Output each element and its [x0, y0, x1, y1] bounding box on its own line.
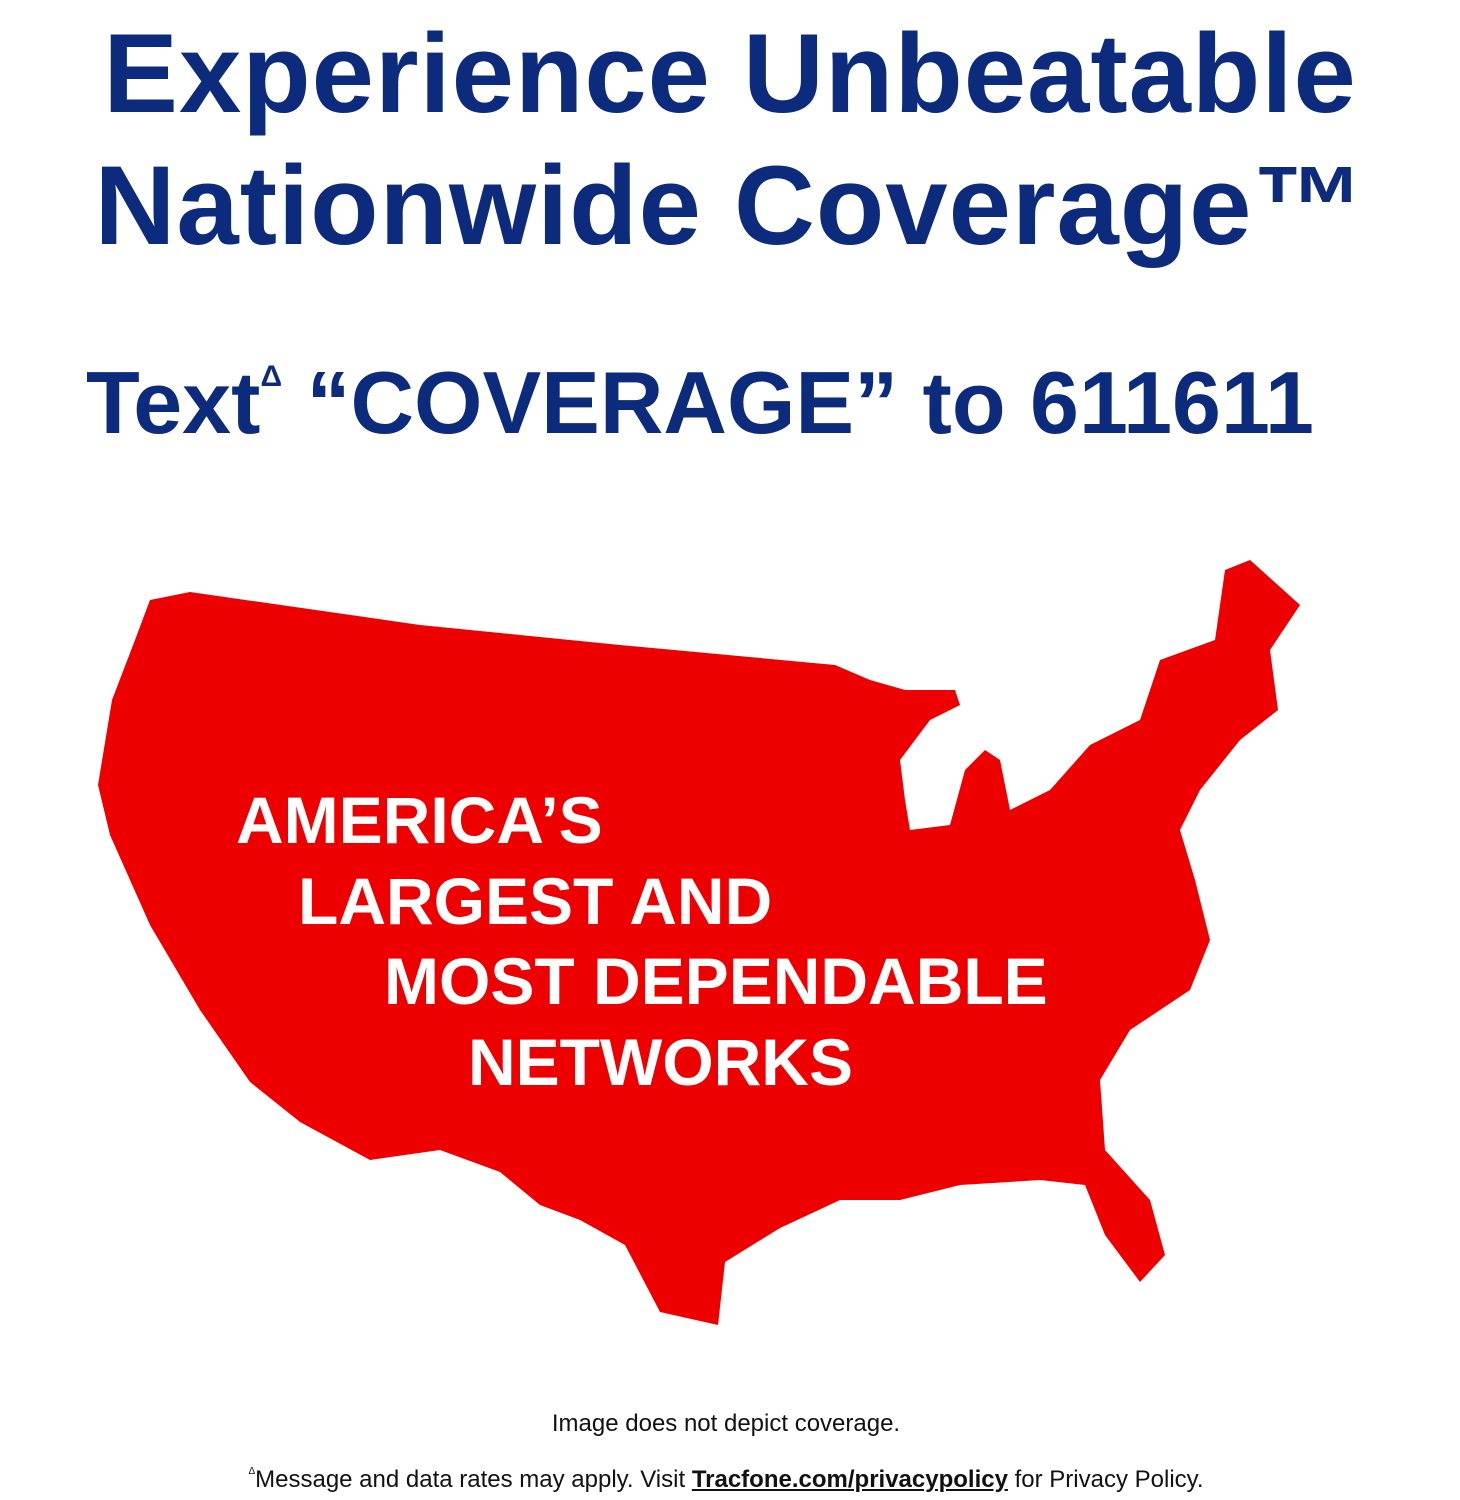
rates-prefix: Message and data rates may apply. Visit [255, 1466, 692, 1493]
headline-line-2: Nationwide Coverage™ [94, 143, 1366, 268]
privacy-policy-link[interactable]: Tracfone.com/privacypolicy [691, 1466, 1008, 1493]
subheadline-prefix: Text [86, 353, 261, 452]
us-map-shape [98, 560, 1300, 1325]
subheadline-text: “COVERAGE” to 611611 [282, 353, 1314, 452]
coverage-disclaimer: Image does not depict coverage. [551, 1410, 901, 1437]
map-text-line-3: MOST DEPENDABLE [384, 944, 1048, 1018]
map-text-line-4: NETWORKS [468, 1025, 853, 1099]
subheadline: TextΔ “COVERAGE” to 611611 [0, 352, 1400, 454]
rates-suffix: for Privacy Policy. [1007, 1466, 1204, 1493]
footnote-marker: Δ [248, 1466, 256, 1477]
footnote-marker: Δ [260, 360, 282, 393]
map-text-line-2: LARGEST AND [298, 864, 773, 938]
rates-disclaimer: ΔMessage and data rates may apply. Visit… [0, 1466, 1452, 1494]
us-map-icon [98, 560, 1300, 1325]
map-text-line-1: AMERICA’S [236, 783, 603, 857]
headline-line-1: Experience Unbeatable [103, 11, 1357, 136]
